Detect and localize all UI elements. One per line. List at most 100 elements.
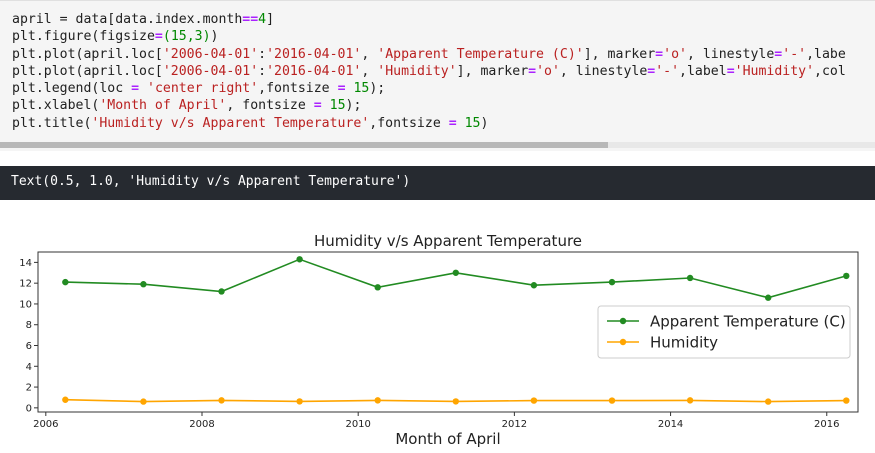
x-tick-label: 2014 — [658, 419, 683, 430]
code-token: = — [528, 63, 537, 79]
code-token: 'o' — [663, 46, 687, 62]
code-token: plt.xlabel( — [12, 98, 100, 114]
legend-label-0: Apparent Temperature (C) — [650, 313, 846, 331]
series-point-0 — [218, 288, 225, 295]
series-point-1 — [296, 398, 303, 405]
code-token: = — [726, 63, 735, 79]
series-point-1 — [608, 397, 616, 404]
legend-marker-1 — [619, 338, 627, 346]
code-token: = — [131, 81, 140, 97]
code-line: april = data[data.index.month==4] — [12, 12, 274, 27]
x-tick-label: 2012 — [502, 419, 527, 430]
code-line: plt.figure(figsize=(15,3)) — [12, 29, 218, 44]
code-token: 'Apparent Temperature (C)' — [377, 46, 584, 62]
series-point-0 — [62, 278, 69, 286]
code-line: plt.legend(loc = 'center right',fontsize… — [12, 81, 385, 96]
code-token: '2016-04-01' — [266, 63, 362, 79]
series-point-0 — [530, 282, 538, 289]
legend — [597, 305, 851, 359]
code-token: '-' — [655, 63, 680, 79]
y-tick-label: 10 — [19, 299, 32, 310]
code-token: '-' — [782, 46, 807, 62]
code-token: : — [258, 63, 267, 79]
code-token: == — [242, 12, 259, 27]
code-token: : — [258, 46, 267, 62]
code-token: , linestyle — [559, 63, 648, 79]
code-token: april — [12, 12, 60, 27]
code-token: ); — [369, 81, 386, 97]
series-point-0 — [843, 272, 850, 280]
code-token: = — [448, 115, 457, 131]
code-token: , fontsize — [226, 98, 314, 114]
code-token: data[data.index.month — [67, 12, 243, 27]
series-point-1 — [686, 397, 694, 404]
code-token: ], marker — [583, 46, 656, 62]
code-token: (15,3) — [162, 29, 211, 45]
code-editor[interactable]: april = data[data.index.month==4] plt.fi… — [12, 11, 846, 132]
code-token: ,label — [679, 63, 727, 79]
y-tick-label: 14 — [19, 258, 32, 269]
code-token: ) — [480, 115, 489, 131]
x-tick-label: 2010 — [345, 419, 370, 430]
code-token: , linestyle — [686, 46, 775, 62]
code-token: ,fontsize — [369, 115, 449, 131]
output-text: Text(0.5, 1.0, 'Humidity v/s Apparent Te… — [11, 174, 411, 189]
series-point-1 — [140, 398, 147, 405]
code-token: '2006-04-01' — [162, 46, 259, 62]
horizontal-scrollbar-thumb[interactable] — [0, 142, 608, 148]
series-point-0 — [452, 269, 460, 276]
code-token: = — [313, 98, 322, 114]
series-point-0 — [686, 274, 694, 282]
series-line-0 — [65, 258, 847, 299]
series-point-1 — [218, 397, 225, 404]
chart-title: Humidity v/s Apparent Temperature — [314, 232, 582, 250]
code-token: , — [361, 63, 378, 79]
code-token: 'center right' — [147, 81, 259, 97]
x-tick-label: 2006 — [33, 419, 58, 430]
y-tick-label: 6 — [26, 341, 32, 352]
code-token: ) — [210, 29, 219, 45]
code-line: plt.plot(april.loc['2006-04-01':'2016-04… — [12, 47, 846, 62]
x-tick-label: 2016 — [814, 419, 839, 430]
y-tick-label: 4 — [26, 362, 32, 373]
code-cell[interactable]: april = data[data.index.month==4] plt.fi… — [0, 0, 875, 151]
code-line: plt.xlabel('Month of April', fontsize = … — [12, 98, 361, 113]
code-token: = — [337, 81, 346, 97]
x-axis-label: Month of April — [395, 430, 500, 448]
code-token: plt.plot(april.loc[ — [12, 63, 163, 79]
plot-area — [37, 251, 859, 413]
code-token: 4 — [258, 12, 267, 27]
code-token: = — [655, 46, 664, 62]
y-tick-label: 8 — [26, 320, 32, 331]
series-point-0 — [296, 256, 303, 263]
series-point-1 — [764, 398, 772, 405]
series-point-0 — [608, 278, 616, 286]
code-token: = — [59, 12, 68, 27]
code-token: = — [647, 63, 656, 79]
code-token: 'Humidity' — [377, 63, 457, 79]
y-tick-label: 12 — [19, 279, 32, 290]
code-token: , — [361, 46, 378, 62]
code-token: = — [154, 29, 163, 45]
series-point-1 — [452, 398, 460, 405]
code-token: ,fontsize — [258, 81, 338, 97]
y-tick-label: 0 — [26, 403, 32, 414]
series-point-1 — [530, 397, 538, 404]
code-token: plt.figure(figsize — [12, 29, 155, 45]
code-token: ,col — [814, 63, 846, 79]
output-cell: Text(0.5, 1.0, 'Humidity v/s Apparent Te… — [0, 166, 875, 200]
series-point-0 — [140, 281, 147, 288]
code-token: plt.plot(april.loc[ — [12, 46, 163, 62]
code-token: 'o' — [536, 63, 560, 79]
code-token: plt.title( — [12, 115, 92, 131]
code-line: plt.plot(april.loc['2006-04-01':'2016-04… — [12, 64, 846, 79]
series-point-0 — [764, 294, 772, 301]
code-token: ] — [266, 12, 275, 27]
series-point-1 — [62, 396, 69, 403]
code-token: 15 — [329, 98, 346, 114]
code-token: ,labe — [806, 46, 846, 62]
x-tick-label: 2008 — [189, 419, 214, 430]
code-token: ); — [345, 98, 362, 114]
series-point-0 — [374, 284, 381, 291]
